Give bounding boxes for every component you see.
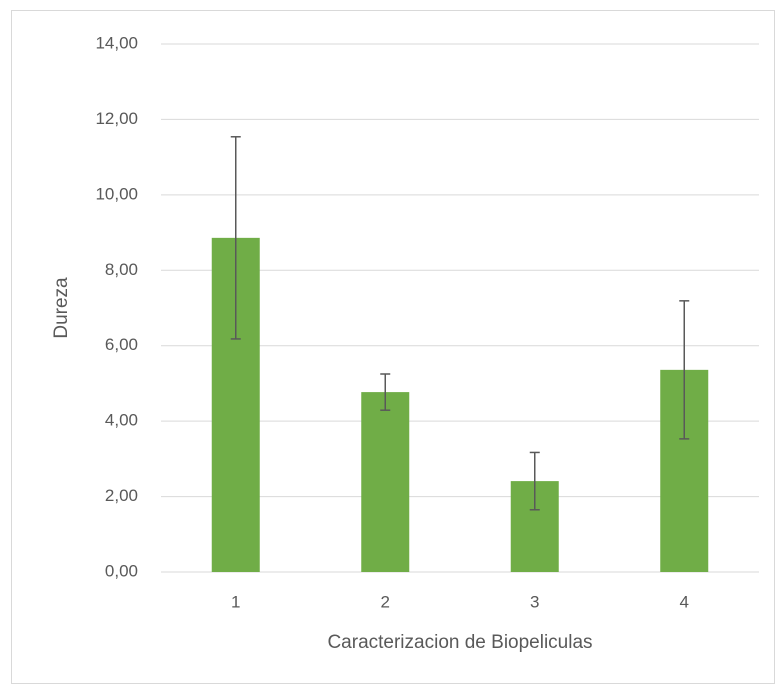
y-tick-label: 14,00 [95,33,138,52]
x-tick-label: 4 [680,592,689,611]
x-tick-label: 3 [530,592,539,611]
x-tick-label: 2 [381,592,390,611]
y-tick-label: 12,00 [95,109,138,128]
y-axis-title: Dureza [51,277,72,339]
y-tick-label: 0,00 [105,561,138,580]
x-axis-title: Caracterizacion de Biopeliculas [327,632,592,653]
y-tick-label: 8,00 [105,260,138,279]
y-tick-label: 10,00 [95,184,138,203]
x-tick-label: 1 [231,592,240,611]
bar [361,392,410,572]
y-tick-label: 4,00 [105,411,138,430]
y-tick-label: 2,00 [105,486,138,505]
y-tick-label: 6,00 [105,335,138,354]
